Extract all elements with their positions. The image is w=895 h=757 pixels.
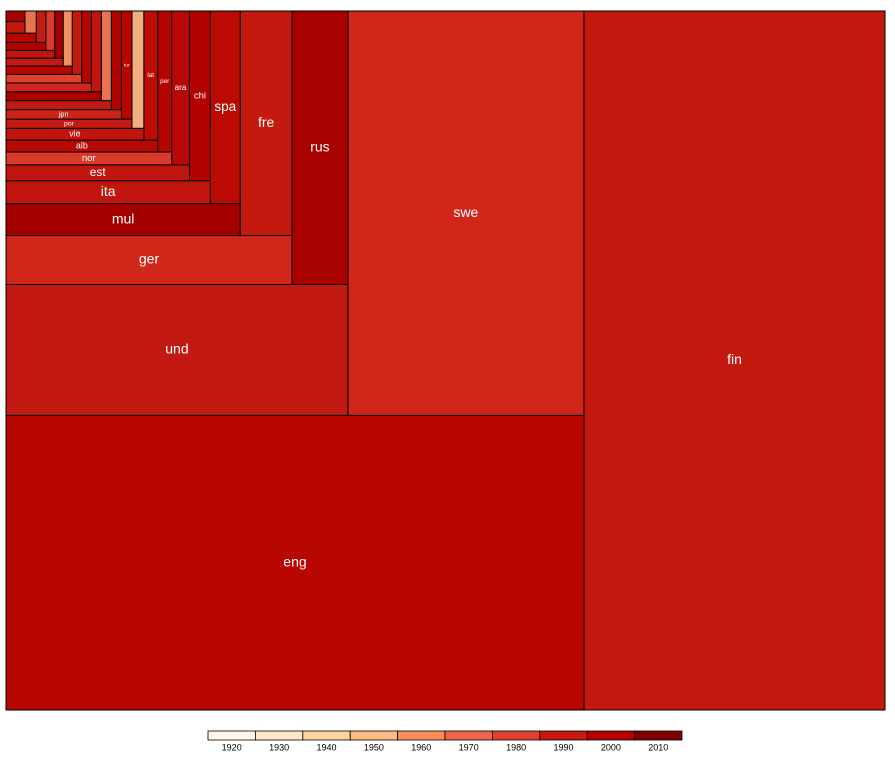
tile-label: fin <box>727 351 742 367</box>
legend-swatch <box>302 730 351 741</box>
tile-label: por <box>64 121 75 128</box>
tile <box>71 10 83 75</box>
tile <box>5 100 112 111</box>
tile <box>5 203 241 237</box>
tile <box>24 10 37 34</box>
tile-label: ger <box>139 251 160 267</box>
tile-label: tur <box>124 62 130 68</box>
tile-label: eng <box>283 553 306 569</box>
tile <box>5 283 349 416</box>
legend-label: 1970 <box>459 742 479 752</box>
legend-swatch <box>634 730 683 741</box>
tile <box>5 65 73 75</box>
tile-label: ara <box>175 83 187 92</box>
tile-label: fre <box>258 114 275 130</box>
tile <box>62 10 73 67</box>
tile-label: rus <box>310 138 329 154</box>
tile <box>5 21 26 34</box>
legend-label: 1950 <box>364 742 384 752</box>
tile <box>5 49 56 59</box>
tile <box>5 10 26 23</box>
tile <box>100 10 112 102</box>
tile-label: vie <box>69 129 80 139</box>
tile <box>5 32 37 43</box>
tile <box>5 57 64 67</box>
legend-label: 1980 <box>506 742 526 752</box>
tile <box>90 10 102 93</box>
legend-swatch <box>539 730 588 741</box>
legend-swatch <box>444 730 493 741</box>
legend-swatch <box>586 730 636 741</box>
tile <box>54 10 64 59</box>
tile-label: und <box>165 341 188 357</box>
legend-swatch <box>397 730 446 741</box>
legend-label: 1960 <box>411 742 431 752</box>
tile-label: nor <box>82 153 97 164</box>
tile <box>583 10 886 711</box>
tile-label: swe <box>453 204 478 220</box>
legend-label: 1940 <box>316 742 336 752</box>
tile-label: est <box>90 165 107 179</box>
tile <box>5 73 83 84</box>
legend-swatch <box>491 730 541 741</box>
tile <box>81 10 92 84</box>
tile-label: per <box>160 78 169 85</box>
tile-label: ita <box>101 183 116 199</box>
legend-swatch <box>207 730 256 741</box>
tile-label: spa <box>214 99 236 114</box>
tile <box>291 10 349 285</box>
legend-label: 2000 <box>601 742 621 752</box>
tile <box>35 10 47 43</box>
tile <box>5 91 102 102</box>
tile <box>110 10 122 111</box>
tile-label: chi <box>194 90 206 101</box>
legend-label: 2010 <box>648 742 668 752</box>
tile-label: mul <box>112 210 135 226</box>
tile-label: alb <box>76 140 88 150</box>
legend-label: 1930 <box>269 742 289 752</box>
tile <box>5 41 47 51</box>
tile <box>5 82 92 93</box>
tile <box>5 414 585 711</box>
tile <box>45 10 56 51</box>
tile <box>239 10 293 237</box>
legend-label: 1920 <box>222 742 242 752</box>
tile <box>5 235 293 285</box>
tile-label: jpn <box>58 110 69 118</box>
tile-label: lat <box>147 72 154 79</box>
legend-label: 1990 <box>553 742 573 752</box>
tile <box>347 10 585 416</box>
tile <box>131 10 145 129</box>
legend-swatch <box>349 730 399 741</box>
legend-swatch <box>254 730 304 741</box>
